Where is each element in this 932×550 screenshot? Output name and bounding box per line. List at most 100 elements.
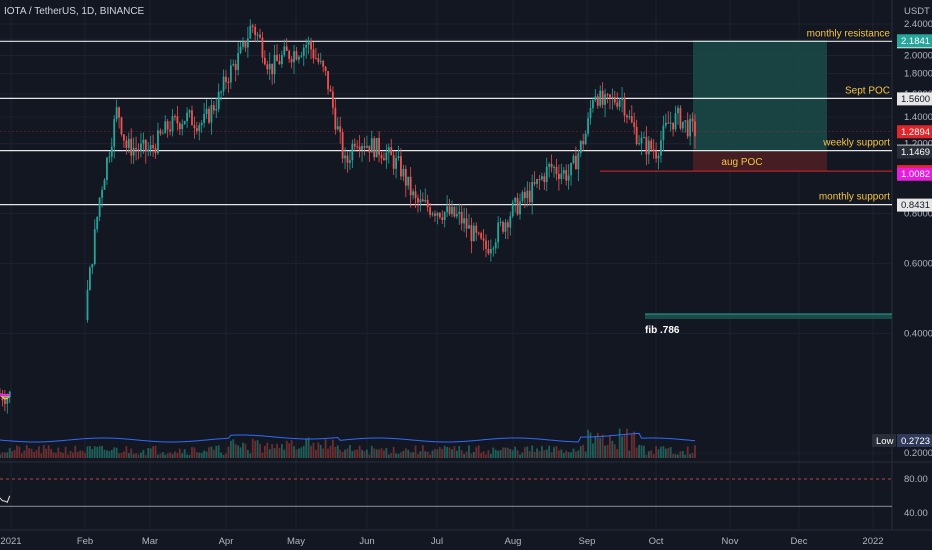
volume-bar xyxy=(144,454,147,458)
candle-body xyxy=(521,192,524,202)
volume-bar xyxy=(120,452,123,458)
candle-body xyxy=(594,96,597,101)
price-tick-label: 2.4000 xyxy=(904,19,932,30)
volume-bar xyxy=(577,450,580,458)
candle-body xyxy=(506,222,509,228)
volume-bar xyxy=(341,452,344,458)
candle-body xyxy=(652,149,655,152)
volume-bar xyxy=(455,450,458,458)
price-tag: 1.0082 xyxy=(901,169,930,180)
time-tick-label: 2022 xyxy=(862,536,883,547)
candle-body xyxy=(589,108,592,119)
candle-body xyxy=(171,116,174,132)
volume-bar xyxy=(429,454,432,458)
candle-body xyxy=(176,116,179,124)
candle-body xyxy=(157,130,159,154)
candle-body xyxy=(438,212,441,218)
volume-bar xyxy=(203,450,206,458)
volume-bar xyxy=(613,444,616,458)
volume-bar xyxy=(23,450,26,458)
level-price-tag: 0.8431 xyxy=(901,200,930,211)
volume-bar xyxy=(604,445,606,458)
candle-body xyxy=(280,55,283,65)
volume-bar xyxy=(446,447,449,458)
volume-bar xyxy=(54,453,57,458)
volume-bar xyxy=(397,453,400,458)
candle-body xyxy=(113,119,116,147)
time-tick-label: Nov xyxy=(722,536,739,547)
candle-body xyxy=(266,64,269,70)
candle-body xyxy=(679,107,682,129)
candle-body xyxy=(297,56,300,60)
volume-bar xyxy=(266,442,269,458)
candle-body xyxy=(307,40,310,45)
candle-body xyxy=(212,105,215,111)
volume-ma-line xyxy=(0,432,696,443)
candle-body xyxy=(509,216,512,228)
candle-body xyxy=(300,55,303,57)
volume-bar xyxy=(385,447,388,458)
candle-body xyxy=(353,143,356,147)
volume-bar xyxy=(225,453,227,458)
volume-bar xyxy=(86,446,89,458)
volume-bar xyxy=(548,445,551,458)
volume-bar xyxy=(684,454,687,458)
volume-bar xyxy=(504,447,507,458)
volume-bar xyxy=(40,453,43,458)
volume-bar xyxy=(366,449,368,458)
time-tick-label: Apr xyxy=(219,536,234,547)
volume-bar xyxy=(69,450,72,458)
time-tick-label: Jul xyxy=(431,536,443,547)
volume-bar xyxy=(638,444,640,458)
volume-bar xyxy=(130,448,133,458)
volume-bar xyxy=(62,453,65,458)
volume-bar xyxy=(42,445,45,458)
volume-bar xyxy=(543,450,546,458)
candle-body xyxy=(540,176,543,180)
candle-body xyxy=(8,391,11,397)
volume-bar xyxy=(672,453,675,458)
volume-bar xyxy=(310,445,312,458)
price-tags: 2.17121.56001.15250.84312.18411.28941.14… xyxy=(872,34,932,447)
volume-bar xyxy=(414,445,417,458)
volume-bar xyxy=(123,451,125,458)
currency-label: USDT xyxy=(904,6,930,17)
candle-body xyxy=(188,110,191,113)
volume-bar xyxy=(191,447,193,458)
candle-body xyxy=(395,158,397,169)
volume-bar xyxy=(268,449,271,458)
volume-bar xyxy=(419,451,422,458)
volume-bar xyxy=(91,448,94,458)
volume-bar xyxy=(50,448,52,458)
candle-body xyxy=(579,140,582,154)
osc-tick-label: 40.00 xyxy=(904,508,928,519)
volume-bar xyxy=(601,434,604,458)
volume-bar xyxy=(380,448,383,458)
volume-bar xyxy=(59,452,62,458)
volume-bar xyxy=(13,450,16,458)
candle-body xyxy=(485,240,487,249)
volume-bar xyxy=(183,449,186,458)
candle-body xyxy=(528,190,531,203)
candle-body xyxy=(458,211,461,215)
volume-bar xyxy=(171,454,174,458)
volume-bar xyxy=(655,446,657,458)
volume-bar xyxy=(667,448,670,458)
low-label: Low xyxy=(876,436,894,447)
volume-bar xyxy=(497,450,500,458)
volume-bar xyxy=(249,453,252,458)
volume-bar xyxy=(147,447,150,458)
candle-body xyxy=(115,107,118,120)
price-tick-label: 0.8000 xyxy=(904,209,932,220)
volume-bar xyxy=(487,450,490,458)
candle-body xyxy=(361,146,363,150)
volume-bar xyxy=(562,452,565,458)
candle-body xyxy=(198,125,201,132)
time-axis[interactable]: 2021 Feb Mar Apr May Jun Jul Aug Sep Oct Nov Dec 202… xyxy=(0,536,883,547)
volume-bar xyxy=(621,436,623,458)
volume-bar xyxy=(297,448,300,458)
candle-body xyxy=(626,115,628,118)
candle-body xyxy=(514,197,517,203)
volume-bar xyxy=(363,451,366,458)
